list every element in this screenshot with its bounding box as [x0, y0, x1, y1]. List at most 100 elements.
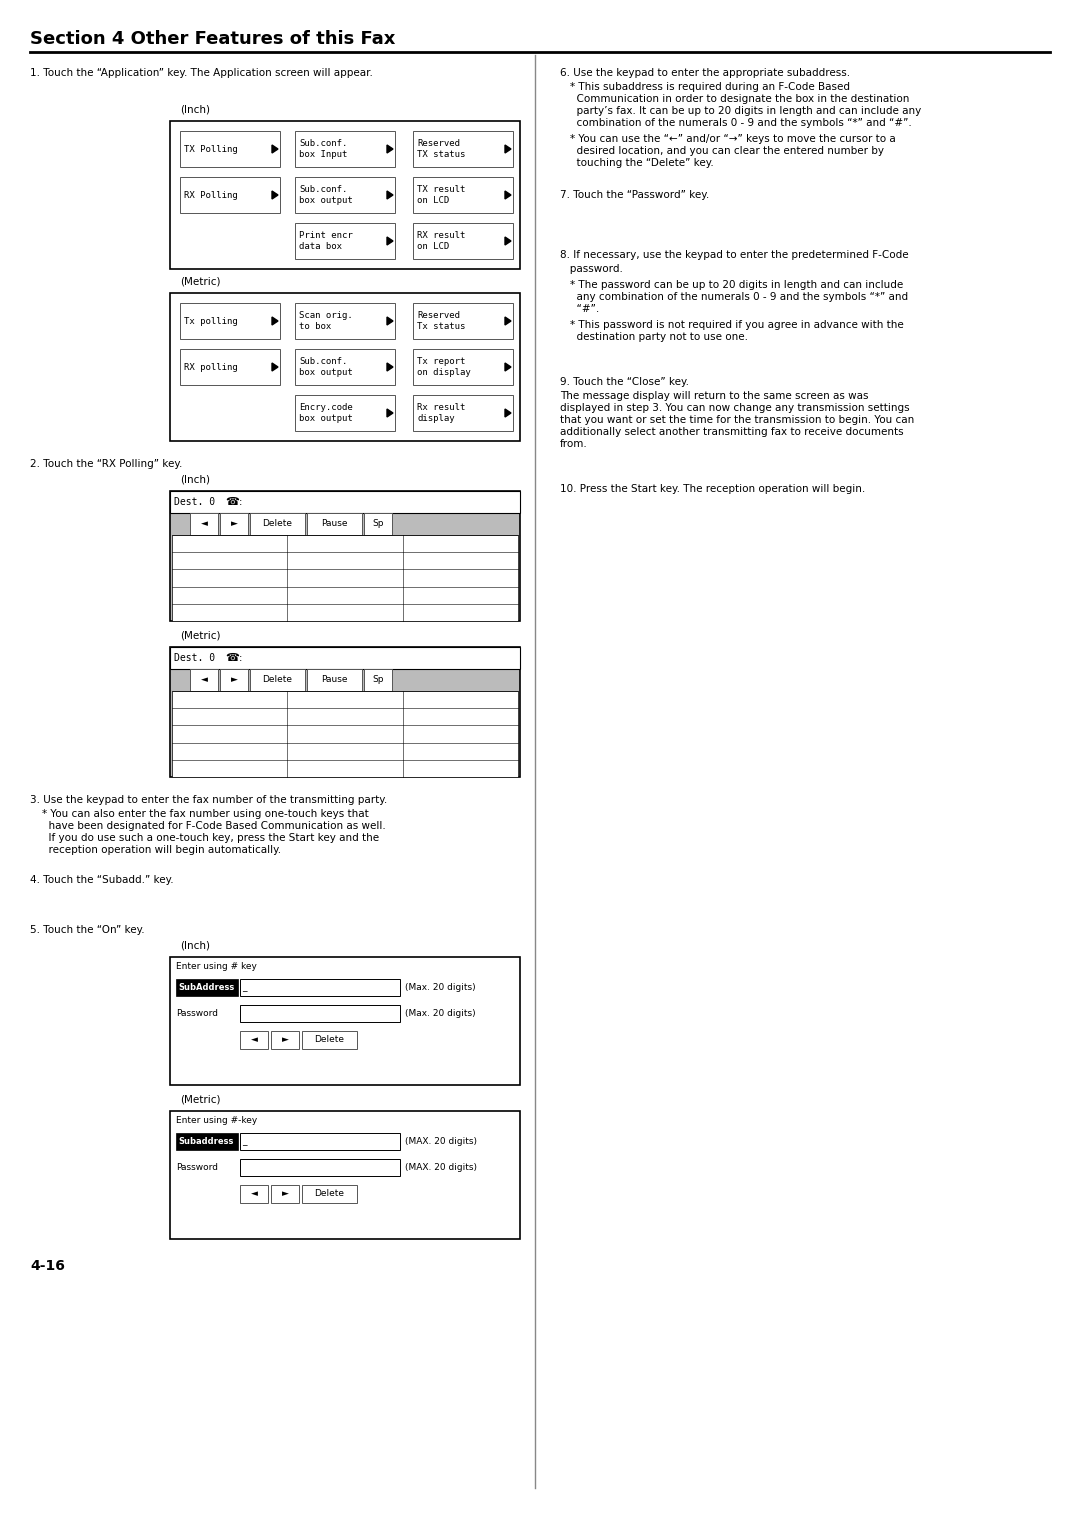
- Text: that you want or set the time for the transmission to begin. You can: that you want or set the time for the tr…: [561, 416, 915, 425]
- Polygon shape: [387, 191, 393, 199]
- Bar: [240, 1186, 268, 1203]
- Text: from.: from.: [561, 439, 588, 449]
- Polygon shape: [272, 316, 278, 325]
- Bar: [302, 1031, 357, 1050]
- Bar: [249, 513, 305, 535]
- Text: Enter using #-key: Enter using #-key: [176, 1115, 257, 1125]
- Text: displayed in step 3. You can now change any transmission settings: displayed in step 3. You can now change …: [561, 403, 909, 413]
- Text: RX result
on LCD: RX result on LCD: [417, 231, 465, 251]
- Polygon shape: [505, 237, 511, 244]
- Bar: [172, 691, 518, 778]
- Text: party’s fax. It can be up to 20 digits in length and can include any: party’s fax. It can be up to 20 digits i…: [570, 105, 921, 116]
- Text: Sub.conf.
box output: Sub.conf. box output: [299, 185, 353, 205]
- Text: Pause: Pause: [321, 520, 348, 529]
- Text: (Max. 20 digits): (Max. 20 digits): [405, 1008, 475, 1018]
- Text: * You can also enter the fax number using one-touch keys that: * You can also enter the fax number usin…: [42, 808, 368, 819]
- Text: (Max. 20 digits): (Max. 20 digits): [405, 983, 475, 992]
- Text: 1. Touch the “Application” key. The Application screen will appear.: 1. Touch the “Application” key. The Appl…: [30, 69, 373, 78]
- Text: Sp: Sp: [373, 520, 383, 529]
- Bar: [413, 303, 513, 339]
- Text: 3. Use the keypad to enter the fax number of the transmitting party.: 3. Use the keypad to enter the fax numbe…: [30, 795, 388, 805]
- Text: Dest. 0: Dest. 0: [174, 652, 215, 663]
- Text: ►: ►: [230, 675, 238, 685]
- Bar: [295, 131, 395, 167]
- Text: ☎:: ☎:: [225, 497, 243, 507]
- Text: 8. If necessary, use the keypad to enter the predetermined F-Code: 8. If necessary, use the keypad to enter…: [561, 251, 908, 260]
- Text: Delete: Delete: [314, 1189, 345, 1198]
- Bar: [307, 669, 362, 691]
- Text: ►: ►: [230, 520, 238, 529]
- Text: (Metric): (Metric): [180, 1096, 220, 1105]
- Bar: [271, 1031, 299, 1050]
- Bar: [190, 669, 218, 691]
- Bar: [180, 177, 280, 212]
- Text: any combination of the numerals 0 - 9 and the symbols “*” and: any combination of the numerals 0 - 9 an…: [570, 292, 908, 303]
- Text: 2. Touch the “RX Polling” key.: 2. Touch the “RX Polling” key.: [30, 458, 183, 469]
- Bar: [249, 669, 305, 691]
- Bar: [220, 513, 248, 535]
- Text: Rx result
display: Rx result display: [417, 403, 465, 423]
- Bar: [240, 1132, 400, 1151]
- Text: (Metric): (Metric): [180, 631, 220, 642]
- Polygon shape: [387, 316, 393, 325]
- Text: Password: Password: [176, 1163, 218, 1172]
- Text: * This subaddress is required during an F-Code Based: * This subaddress is required during an …: [570, 83, 850, 92]
- Text: RX Polling: RX Polling: [184, 191, 238, 200]
- Text: Subaddress: Subaddress: [178, 1137, 233, 1146]
- Polygon shape: [272, 145, 278, 153]
- Text: Pause: Pause: [321, 675, 348, 685]
- Text: ◄: ◄: [251, 1036, 257, 1045]
- Text: 6. Use the keypad to enter the appropriate subaddress.: 6. Use the keypad to enter the appropria…: [561, 69, 850, 78]
- Text: desired location, and you can clear the entered number by: desired location, and you can clear the …: [570, 147, 885, 156]
- Text: Print encr
data box: Print encr data box: [299, 231, 353, 251]
- Text: ◄: ◄: [251, 1189, 257, 1198]
- Text: have been designated for F-Code Based Communication as well.: have been designated for F-Code Based Co…: [42, 821, 386, 831]
- Bar: [295, 303, 395, 339]
- Polygon shape: [272, 364, 278, 371]
- Text: Dest. 0: Dest. 0: [174, 497, 215, 507]
- Bar: [413, 131, 513, 167]
- Text: Reserved
TX status: Reserved TX status: [417, 139, 465, 159]
- Text: TX Polling: TX Polling: [184, 145, 238, 153]
- Text: 7. Touch the “Password” key.: 7. Touch the “Password” key.: [561, 189, 710, 200]
- Text: “#”.: “#”.: [570, 304, 599, 313]
- Bar: [295, 348, 395, 385]
- Text: _: _: [242, 983, 246, 992]
- Polygon shape: [272, 191, 278, 199]
- Polygon shape: [505, 410, 511, 417]
- Text: Sub.conf.
box Input: Sub.conf. box Input: [299, 139, 348, 159]
- Bar: [170, 293, 519, 442]
- Polygon shape: [505, 145, 511, 153]
- Text: Delete: Delete: [314, 1036, 345, 1045]
- Bar: [170, 957, 519, 1085]
- Bar: [172, 535, 518, 620]
- Text: (MAX. 20 digits): (MAX. 20 digits): [405, 1163, 477, 1172]
- Text: (Inch): (Inch): [180, 941, 210, 950]
- Bar: [413, 177, 513, 212]
- Bar: [364, 669, 392, 691]
- Text: destination party not to use one.: destination party not to use one.: [570, 332, 748, 342]
- Polygon shape: [505, 191, 511, 199]
- Text: touching the “Delete” key.: touching the “Delete” key.: [570, 157, 714, 168]
- Text: (Metric): (Metric): [180, 277, 220, 287]
- Bar: [271, 1186, 299, 1203]
- Text: If you do use such a one-touch key, press the Start key and the: If you do use such a one-touch key, pres…: [42, 833, 379, 843]
- Text: _: _: [242, 1137, 246, 1146]
- Text: additionally select another transmitting fax to receive documents: additionally select another transmitting…: [561, 426, 904, 437]
- Bar: [413, 348, 513, 385]
- Bar: [220, 669, 248, 691]
- Text: reception operation will begin automatically.: reception operation will begin automatic…: [42, 845, 281, 856]
- Text: * This password is not required if you agree in advance with the: * This password is not required if you a…: [570, 319, 904, 330]
- Text: (Inch): (Inch): [180, 475, 210, 484]
- Polygon shape: [387, 237, 393, 244]
- Text: 4-16: 4-16: [30, 1259, 65, 1273]
- Bar: [180, 348, 280, 385]
- Bar: [170, 646, 519, 669]
- Bar: [302, 1186, 357, 1203]
- Bar: [240, 979, 400, 996]
- Bar: [240, 1005, 400, 1022]
- Bar: [190, 513, 218, 535]
- Text: Encry.code
box output: Encry.code box output: [299, 403, 353, 423]
- Text: * You can use the “←” and/or “→” keys to move the cursor to a: * You can use the “←” and/or “→” keys to…: [570, 134, 895, 144]
- Bar: [295, 396, 395, 431]
